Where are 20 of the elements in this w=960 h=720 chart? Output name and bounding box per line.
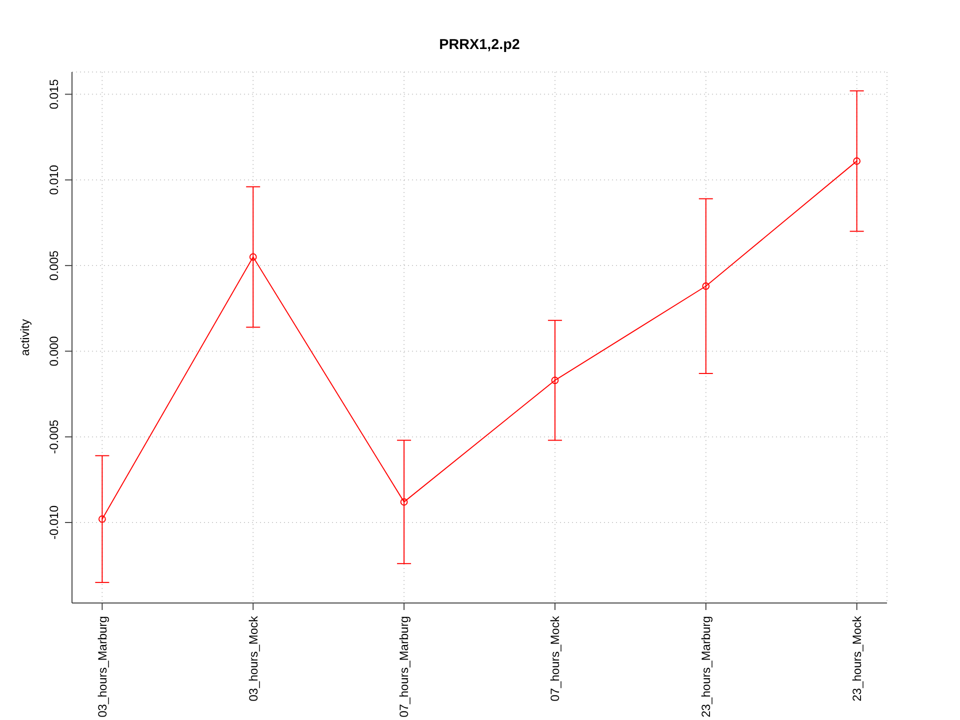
y-tick-label: 0.000	[47, 336, 61, 366]
y-tick-label: 0.015	[47, 78, 61, 110]
y-tick-label: 0.010	[47, 164, 61, 195]
y-tick-label: 0.005	[47, 250, 61, 281]
x-tick-label: 07_hours_Mock	[548, 615, 562, 702]
point	[249, 253, 257, 261]
point	[702, 282, 710, 290]
x-tick-label: 03_hours_Marburg	[95, 616, 110, 718]
y-tick-label: -0.005	[47, 420, 61, 454]
point	[551, 376, 559, 384]
chart-title: PRRX1,2.p2	[439, 37, 520, 54]
point	[98, 515, 106, 523]
x-tick-label: 03_hours_Mock	[246, 615, 260, 702]
y-tick-label: -0.010	[47, 505, 61, 540]
point	[400, 498, 408, 506]
x-tick-label: 23_hours_Marburg	[699, 616, 714, 718]
x-tick-label: 23_hours_Mock	[850, 615, 864, 702]
point	[853, 157, 861, 165]
x-tick-label: 07_hours_Marburg	[397, 616, 412, 718]
y-axis-title: activity	[18, 319, 32, 356]
